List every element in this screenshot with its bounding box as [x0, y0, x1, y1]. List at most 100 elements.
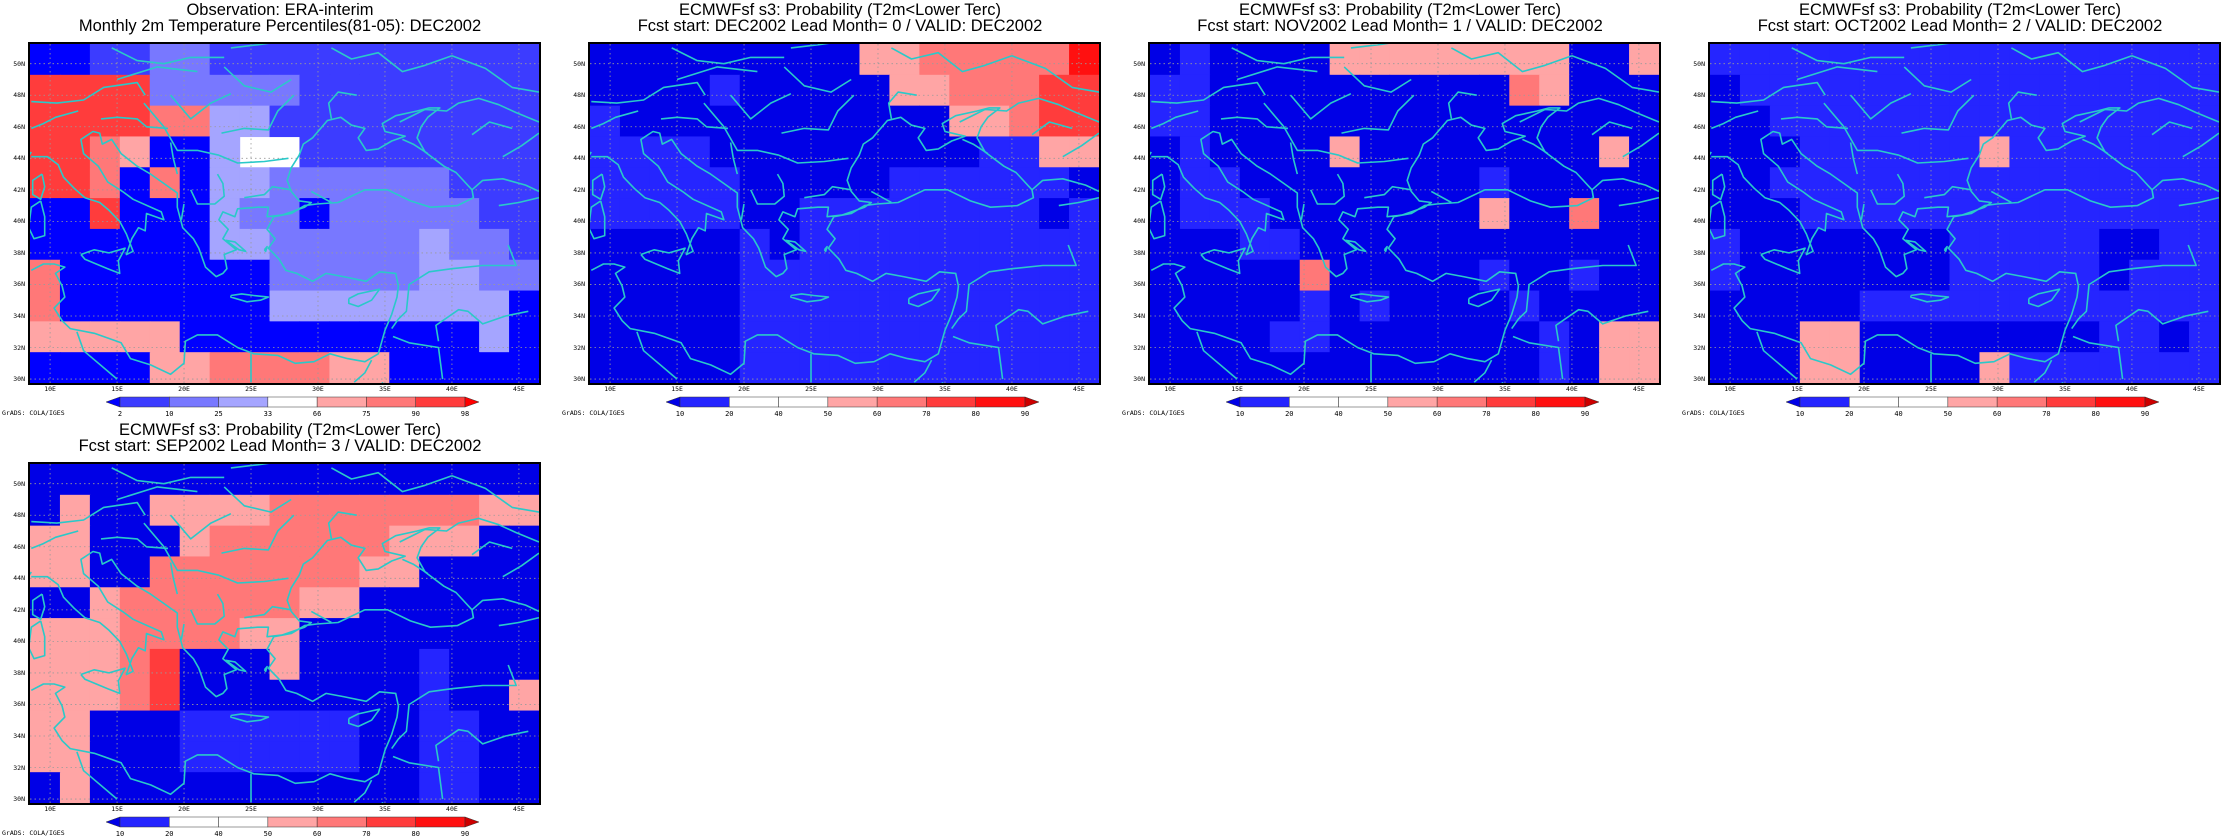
lat-tick-label: 50N: [13, 479, 25, 488]
coastline: [2082, 138, 2109, 155]
shaded-grid-cell: [419, 44, 450, 76]
shaded-grid-cell: [979, 74, 1010, 107]
shaded-grid-cell: [149, 352, 181, 383]
shaded-grid-cell: [149, 167, 181, 199]
coastline: [1309, 173, 1345, 205]
coastline: [676, 66, 758, 81]
shaded-grid-cell: [590, 105, 621, 138]
colorbar-tick-label: 60: [313, 830, 321, 838]
shaded-grid-cell: [419, 167, 450, 199]
shaded-grid-cell: [2129, 136, 2160, 168]
coastline: [1300, 203, 1305, 220]
shaded-grid-cell: [2189, 290, 2219, 322]
shaded-grid-cell: [1039, 74, 1070, 107]
coastline: [169, 512, 232, 540]
shaded-grid-cell: [1039, 136, 1070, 168]
colorbar-swatch: [1799, 396, 1850, 408]
coastline: [804, 185, 852, 199]
shaded-grid-cell: [1710, 352, 1741, 383]
shaded-grid-cell: [679, 259, 711, 292]
shaded-grid-cell: [509, 525, 539, 558]
shaded-grid-cell: [1179, 44, 1211, 76]
shaded-grid-cell: [59, 587, 91, 619]
lon-tick-label: 30E: [312, 385, 324, 393]
shaded-grid-cell: [739, 228, 771, 261]
shaded-grid-cell: [449, 741, 480, 773]
coastline: [435, 308, 529, 342]
shaded-grid-cell: [1539, 198, 1570, 230]
shaded-grid-cell: [1269, 44, 1301, 76]
colorbar-swatch: [2095, 396, 2146, 408]
colorbar-swatch: [1785, 396, 1801, 408]
lon-tick-label: 10E: [1724, 385, 1736, 393]
shaded-grid-cell: [1239, 105, 1271, 138]
shaded-grid-cell: [1889, 136, 1921, 168]
shaded-grid-cell: [329, 228, 360, 261]
lon-tick-label: 15E: [111, 805, 123, 813]
shaded-grid-cell: [1039, 167, 1070, 199]
lon-tick-label: 30E: [872, 385, 884, 393]
shaded-grid-cell: [209, 710, 241, 742]
shaded-grid-cell: [329, 74, 360, 107]
lat-tick-label: 50N: [573, 59, 585, 68]
shaded-grid-cell: [449, 167, 480, 199]
coastline: [143, 102, 220, 156]
shaded-grid-cell: [1239, 290, 1271, 322]
shaded-grid-cell: [979, 321, 1010, 353]
coastline: [591, 81, 706, 104]
shaded-grid-cell: [269, 710, 301, 742]
shaded-grid-cell: [30, 464, 61, 496]
shaded-grid-cell: [1479, 74, 1510, 107]
shaded-grid-cell: [949, 136, 980, 168]
coastline: [230, 44, 270, 49]
lat-tick-label: 48N: [1693, 91, 1705, 100]
shaded-grid-cell: [1009, 136, 1040, 168]
shaded-grid-cell: [1829, 259, 1861, 292]
colorbar-swatch: [827, 396, 878, 408]
lon-tick-label: 15E: [671, 385, 683, 393]
shaded-grid-cell: [1710, 44, 1741, 76]
coastline: [471, 178, 539, 193]
coastline: [1511, 244, 1638, 330]
shaded-grid-cell: [149, 259, 181, 292]
shaded-grid-cell: [2159, 321, 2190, 353]
shaded-grid-cell: [1829, 321, 1861, 353]
colorbar-swatch: [1898, 396, 1949, 408]
shaded-grid-cell: [1179, 136, 1211, 168]
lat-tick-label: 34N: [1133, 311, 1145, 320]
colorbar-swatch: [679, 396, 730, 408]
coastline: [331, 467, 453, 493]
shaded-grid-cell: [829, 228, 861, 261]
shaded-grid-cell: [1299, 167, 1331, 199]
shaded-grid-cell: [829, 44, 861, 76]
map-frame: [1708, 42, 2221, 385]
shaded-grid-cell: [1389, 321, 1421, 353]
coastline: [2115, 308, 2209, 342]
shaded-grid-cell: [59, 352, 91, 383]
shaded-grid-cell: [1859, 228, 1891, 261]
shaded-grid-cell: [209, 167, 241, 199]
shaded-grid-cell: [859, 321, 891, 353]
shaded-grid-cell: [1039, 228, 1070, 261]
shaded-grid-cell: [299, 74, 331, 107]
shaded-grid-cell: [949, 74, 980, 107]
shaded-grid-cell: [2099, 290, 2130, 322]
shaded-grid-cell: [1359, 105, 1391, 138]
lon-tick-label: 45E: [1073, 385, 1085, 393]
lat-tick-label: 46N: [1693, 122, 1705, 131]
panel-title-line1: ECMWFsf s3: Probability (T2m<Lower Terc): [119, 421, 441, 439]
lon-tick-label: 40E: [2126, 385, 2138, 393]
coastline: [1467, 288, 1501, 308]
shaded-grid-cell: [2129, 352, 2160, 383]
colorbar: 2 10 25 33 66 75 90 98: [105, 396, 480, 418]
shaded-grid-cell: [2039, 74, 2070, 107]
coastline: [790, 293, 830, 303]
coastline: [2033, 359, 2053, 383]
shaded-grid-cell: [1539, 352, 1570, 383]
lon-tick-label: 25E: [805, 385, 817, 393]
shaded-grid-cell: [239, 618, 271, 650]
coastline: [221, 514, 295, 554]
shaded-grid-cell: [799, 105, 831, 138]
shaded-grid-cell: [149, 464, 181, 496]
colorbar-swatch: [267, 396, 318, 408]
